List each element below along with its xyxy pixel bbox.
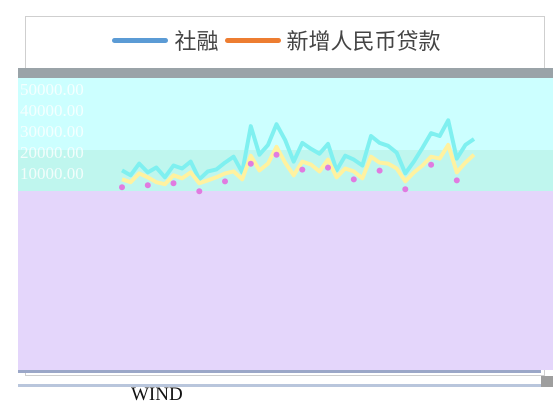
data-point-glitch: [453, 177, 460, 184]
data-point-glitch: [170, 180, 177, 187]
data-point-glitch: [196, 188, 203, 195]
chart-legend: 社融 新增人民币贷款: [0, 20, 553, 60]
data-point-glitch: [247, 160, 254, 167]
glitch-band-baseline: [18, 370, 541, 373]
legend-item-new-rmb-loans: 新增人民币贷款: [224, 24, 441, 56]
y-tick-label: 10000.00: [20, 164, 84, 183]
data-point-glitch: [428, 161, 435, 168]
data-point-glitch: [222, 178, 228, 185]
data-point-glitch: [119, 184, 125, 191]
data-point-glitch: [299, 166, 306, 173]
y-tick-label: 50000.00: [20, 80, 84, 99]
legend-item-social-financing: 社融: [112, 24, 219, 56]
y-axis-ticks: 50000.00 40000.00 30000.00 20000.00 10000.00: [20, 80, 84, 183]
legend-label-social-financing: 社融: [174, 30, 219, 55]
glitch-corner-block: [541, 376, 553, 387]
data-point-glitch: [144, 182, 151, 189]
data-point-glitch: [402, 186, 409, 193]
source-label: WIND: [131, 384, 183, 405]
legend-label-new-rmb-loans: 新增人民币贷款: [286, 30, 441, 55]
series-line-social-financing: [121, 118, 476, 182]
legend-swatch-social-financing: [112, 37, 169, 43]
data-point-glitch: [376, 167, 383, 174]
series-line-new-rmb-loans: [121, 142, 476, 187]
series-layer: [119, 118, 476, 195]
y-tick-label: 20000.00: [20, 143, 84, 162]
glitch-band-teal: [18, 150, 553, 191]
y-tick-label: 30000.00: [20, 122, 84, 141]
glitch-band-lavender: [18, 191, 553, 370]
data-point-glitch: [273, 151, 280, 158]
y-tick-label: 40000.00: [20, 101, 84, 120]
data-point-glitch: [350, 176, 357, 183]
glitch-band-bottom: [18, 384, 541, 387]
glitch-band-gray: [18, 68, 553, 78]
data-point-glitch: [325, 164, 331, 171]
legend-swatch-new-rmb-loans: [224, 37, 281, 43]
